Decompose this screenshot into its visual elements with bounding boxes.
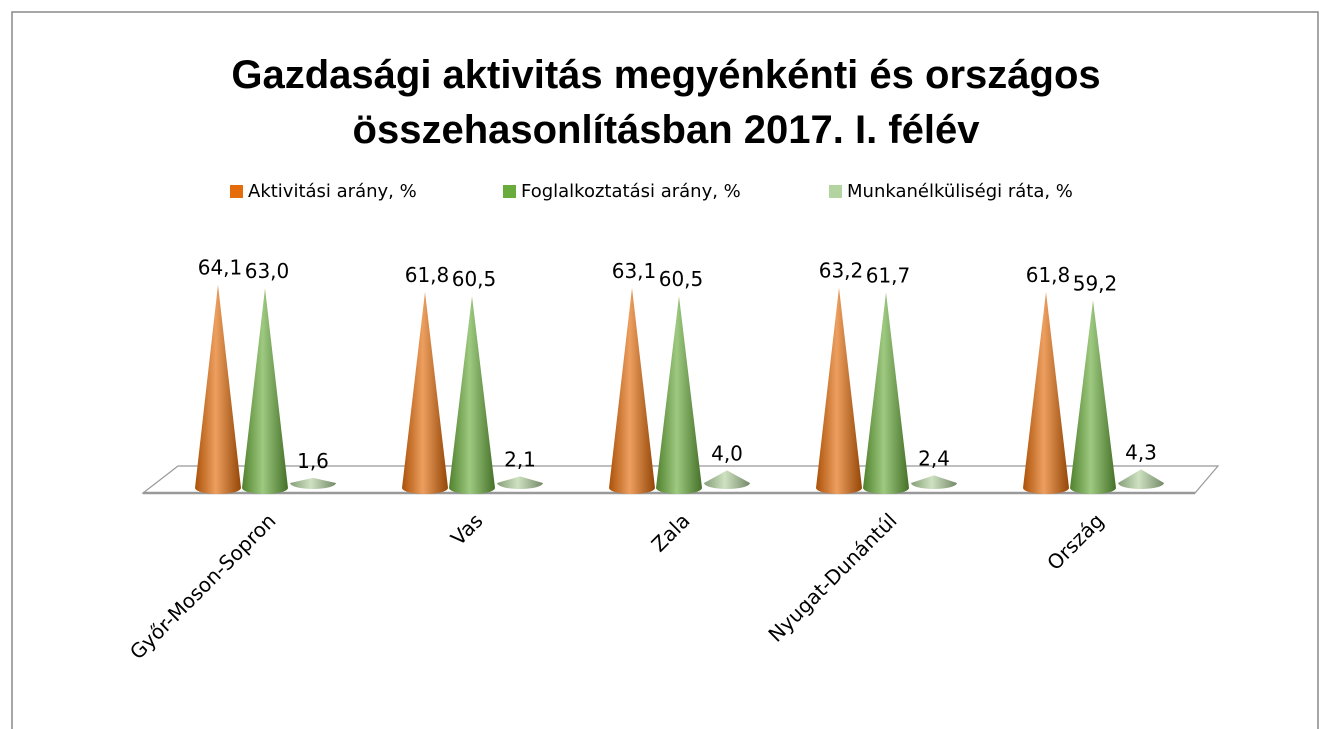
cone bbox=[1070, 300, 1116, 494]
value-label: 60,5 bbox=[659, 267, 704, 291]
value-label: 59,2 bbox=[1073, 271, 1118, 295]
chart-title: összehasonlításban 2017. I. félév bbox=[353, 108, 981, 152]
cone bbox=[449, 296, 495, 494]
legend-label: Aktivitási arány, % bbox=[248, 181, 417, 202]
value-label: 60,5 bbox=[452, 267, 497, 291]
value-label: 2,1 bbox=[504, 447, 536, 471]
cone bbox=[816, 287, 862, 494]
cone bbox=[290, 477, 336, 489]
value-label: 1,6 bbox=[297, 449, 329, 473]
value-label: 2,4 bbox=[918, 446, 950, 470]
legend-label: Munkanélküliségi ráta, % bbox=[847, 181, 1073, 202]
cone bbox=[402, 292, 448, 494]
cone bbox=[195, 284, 241, 494]
cone bbox=[704, 470, 750, 489]
value-label: 63,1 bbox=[612, 259, 657, 283]
value-label: 4,3 bbox=[1125, 440, 1157, 464]
value-label: 61,8 bbox=[1026, 263, 1071, 287]
value-label: 61,7 bbox=[866, 263, 911, 287]
value-label: 64,1 bbox=[198, 256, 243, 280]
legend-swatch bbox=[230, 185, 243, 198]
value-label: 63,2 bbox=[819, 259, 864, 283]
legend-swatch bbox=[503, 185, 516, 198]
cone bbox=[863, 292, 909, 494]
value-label: 63,0 bbox=[245, 259, 290, 283]
cone bbox=[656, 296, 702, 494]
cone bbox=[242, 288, 288, 494]
cone bbox=[1023, 292, 1069, 494]
value-label: 4,0 bbox=[711, 441, 743, 465]
legend-swatch bbox=[829, 185, 842, 198]
cone bbox=[609, 287, 655, 494]
cone bbox=[497, 476, 543, 489]
chart-title: Gazdasági aktivitás megyénkénti és orszá… bbox=[231, 53, 1100, 97]
cone bbox=[1118, 469, 1164, 489]
cone bbox=[911, 475, 957, 489]
legend-label: Foglalkoztatási arány, % bbox=[521, 181, 741, 202]
value-label: 61,8 bbox=[405, 263, 450, 287]
